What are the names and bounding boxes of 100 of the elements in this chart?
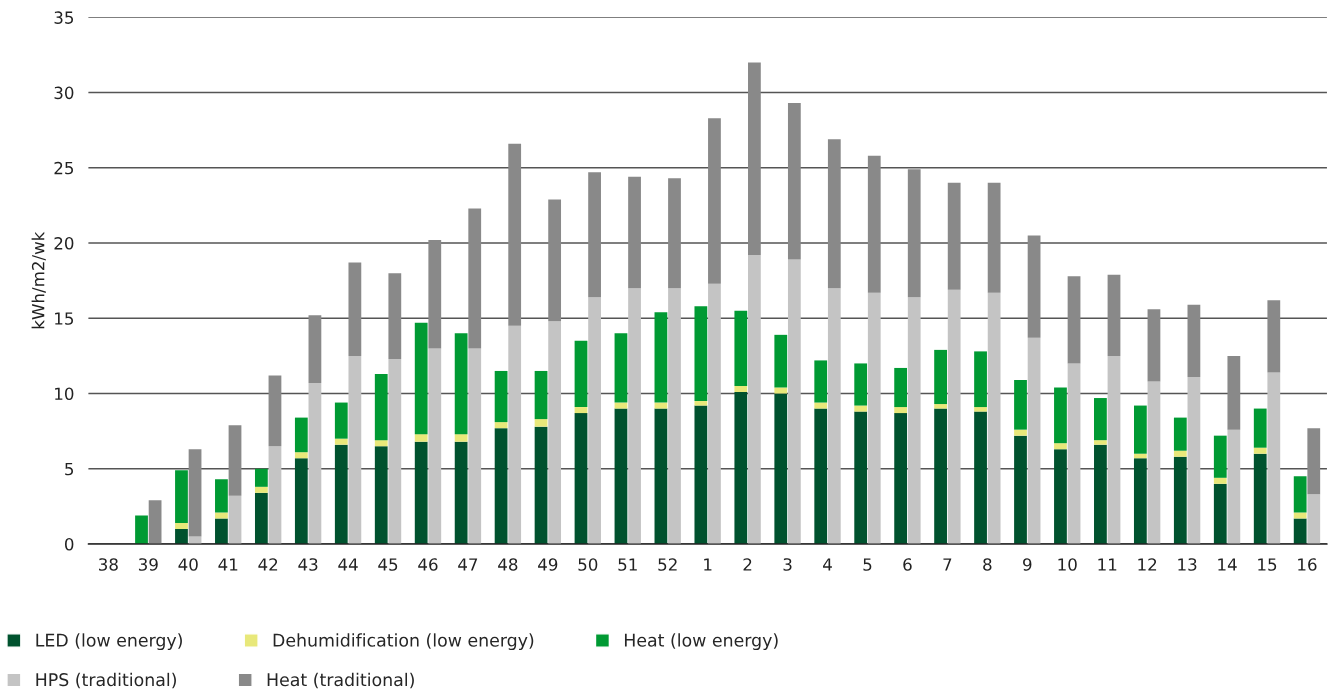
bar [1014,429,1027,436]
x-tick-label: 3 [783,558,792,571]
bar [374,440,388,447]
y-tick-label: 30 [54,86,74,100]
bar [907,169,921,298]
bar [774,334,788,388]
x-tick-label: 49 [538,558,558,571]
legend-label: Heat (low energy) [624,633,778,651]
bar [774,387,788,394]
bar [748,62,761,256]
bar [588,172,601,298]
bar [1213,477,1227,484]
x-tick-label: 52 [658,558,677,571]
bar [987,182,1001,293]
bar [175,522,188,529]
bar [628,176,641,289]
x-tick-label: 38 [99,558,118,571]
bar [1014,379,1027,430]
y-tick-label: 10 [55,387,74,401]
bar [1293,512,1307,519]
bar [494,422,508,429]
bar [1227,355,1241,430]
bar [1253,447,1267,454]
x-tick-label: 40 [178,558,198,571]
bar [428,240,442,349]
bar [1187,304,1201,377]
bar [1027,235,1041,338]
bar [414,434,428,442]
bar [548,199,562,322]
bar [1107,274,1121,356]
bar [1253,408,1267,448]
x-tick-label: 45 [378,558,398,571]
legend-label: Dehumidification (low energy) [273,633,534,651]
x-tick-label: 43 [298,558,318,571]
bar [614,333,628,403]
x-tick-label: 1 [704,558,712,571]
bar [1133,453,1147,459]
bar [974,407,987,412]
x-tick-label: 51 [618,558,637,571]
bar [814,360,828,403]
x-tick-label: 8 [983,558,992,571]
x-tick-label: 50 [578,558,598,571]
bar [334,402,348,439]
bar [1094,440,1107,445]
y-axis-title: kWh/m2/wk [31,231,46,329]
x-tick-label: 2 [743,558,752,571]
x-tick-label: 46 [418,558,438,571]
bar [508,143,522,326]
bar [654,402,668,409]
bar [294,452,308,459]
bar [468,208,482,349]
bar [934,404,947,409]
x-tick-label: 5 [863,558,872,571]
x-tick-label: 44 [338,558,358,571]
bar [254,468,268,487]
bar [1173,417,1187,451]
bar [175,528,188,545]
y-tick-label: 25 [54,161,74,175]
y-tick-label: 20 [54,237,74,250]
bar [734,310,748,386]
bar [1133,405,1147,454]
bar [854,363,868,406]
x-tick-label: 16 [1298,558,1317,571]
x-tick-label: 4 [823,558,832,571]
bar [388,273,402,359]
bar [1307,428,1321,495]
bar [708,118,721,284]
bar [574,340,588,408]
x-tick-label: 47 [458,558,478,571]
bar [1054,387,1067,444]
bar [894,367,908,408]
x-tick-label: 7 [943,558,952,571]
bar [534,370,548,420]
bar [1054,443,1067,450]
x-tick-label: 10 [1058,558,1077,571]
bar [268,375,282,447]
bar [294,417,308,453]
x-tick-label: 13 [1178,558,1197,571]
bar [1173,450,1187,457]
bar [1147,309,1161,382]
bar [534,419,548,427]
bar [947,182,961,290]
x-tick-label: 6 [903,558,912,571]
bar [974,351,987,408]
bar [334,438,348,445]
x-tick-label: 11 [1098,558,1117,571]
bar [454,434,468,442]
bar [854,405,868,412]
x-tick-label: 12 [1138,558,1157,571]
bar [934,349,947,405]
bar [574,407,588,414]
bar [308,315,322,383]
x-tick-label: 9 [1023,558,1032,571]
bar [787,103,801,260]
x-tick-label: 14 [1218,558,1237,571]
bar [215,512,228,519]
legend-label: LED (low energy) [36,633,182,651]
y-tick-label: 0 [64,537,74,551]
bar [827,139,841,289]
bar [254,486,268,493]
